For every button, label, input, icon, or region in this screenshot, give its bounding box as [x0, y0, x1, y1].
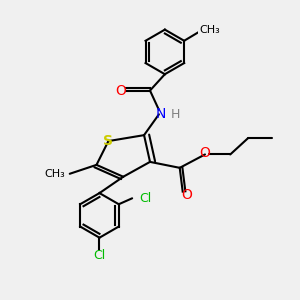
Text: Cl: Cl: [93, 249, 106, 262]
Text: H: H: [171, 108, 180, 121]
Text: N: N: [155, 107, 166, 121]
Text: O: O: [115, 84, 126, 98]
Text: O: O: [182, 188, 193, 202]
Text: Cl: Cl: [140, 192, 152, 205]
Text: S: S: [103, 134, 113, 148]
Text: CH₃: CH₃: [199, 26, 220, 35]
Text: CH₃: CH₃: [44, 169, 65, 179]
Text: O: O: [200, 146, 210, 160]
